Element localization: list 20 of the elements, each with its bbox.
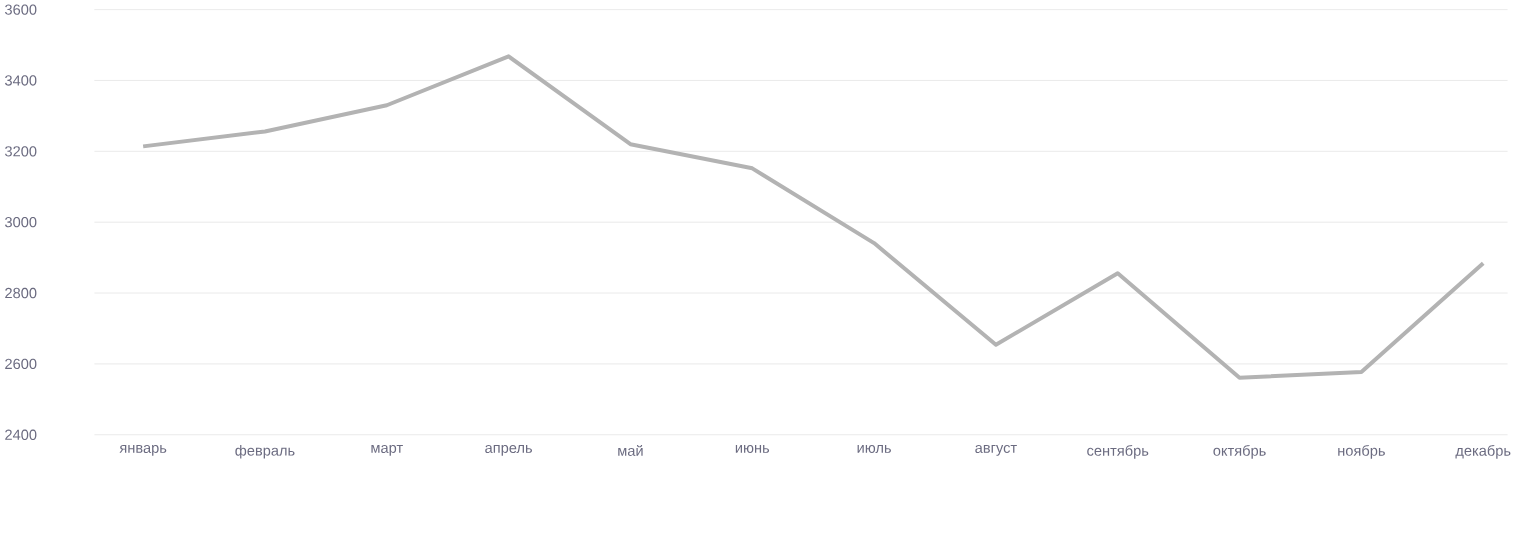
y-tick-label: 2600 (5, 358, 37, 370)
x-tick-label: январь (119, 445, 167, 457)
y-tick-label: 3400 (5, 75, 37, 86)
x-tick-label: август (975, 445, 1017, 457)
line-series (141, 54, 1486, 380)
x-tick-label: март (371, 445, 403, 457)
x-tick-label: декабрь (1455, 445, 1511, 459)
y-tick-label: 3000 (5, 217, 37, 228)
y-tick-label: 2400 (5, 429, 37, 441)
x-tick-label: ноябрь (1338, 445, 1385, 459)
y-tick-label: 3200 (5, 146, 37, 157)
y-tick-label: 3600 (5, 4, 37, 15)
x-tick-label: июнь (735, 445, 770, 454)
x-tick-label: апрель (485, 445, 532, 457)
x-tick-label: февраль (235, 445, 295, 459)
x-tick-label: октябрь (1213, 445, 1266, 459)
y-tick-label: 2800 (5, 288, 37, 299)
x-tick-label: июль (857, 445, 891, 454)
x-tick-label: сентябрь (1087, 445, 1149, 459)
x-tick-label: май (618, 445, 643, 457)
